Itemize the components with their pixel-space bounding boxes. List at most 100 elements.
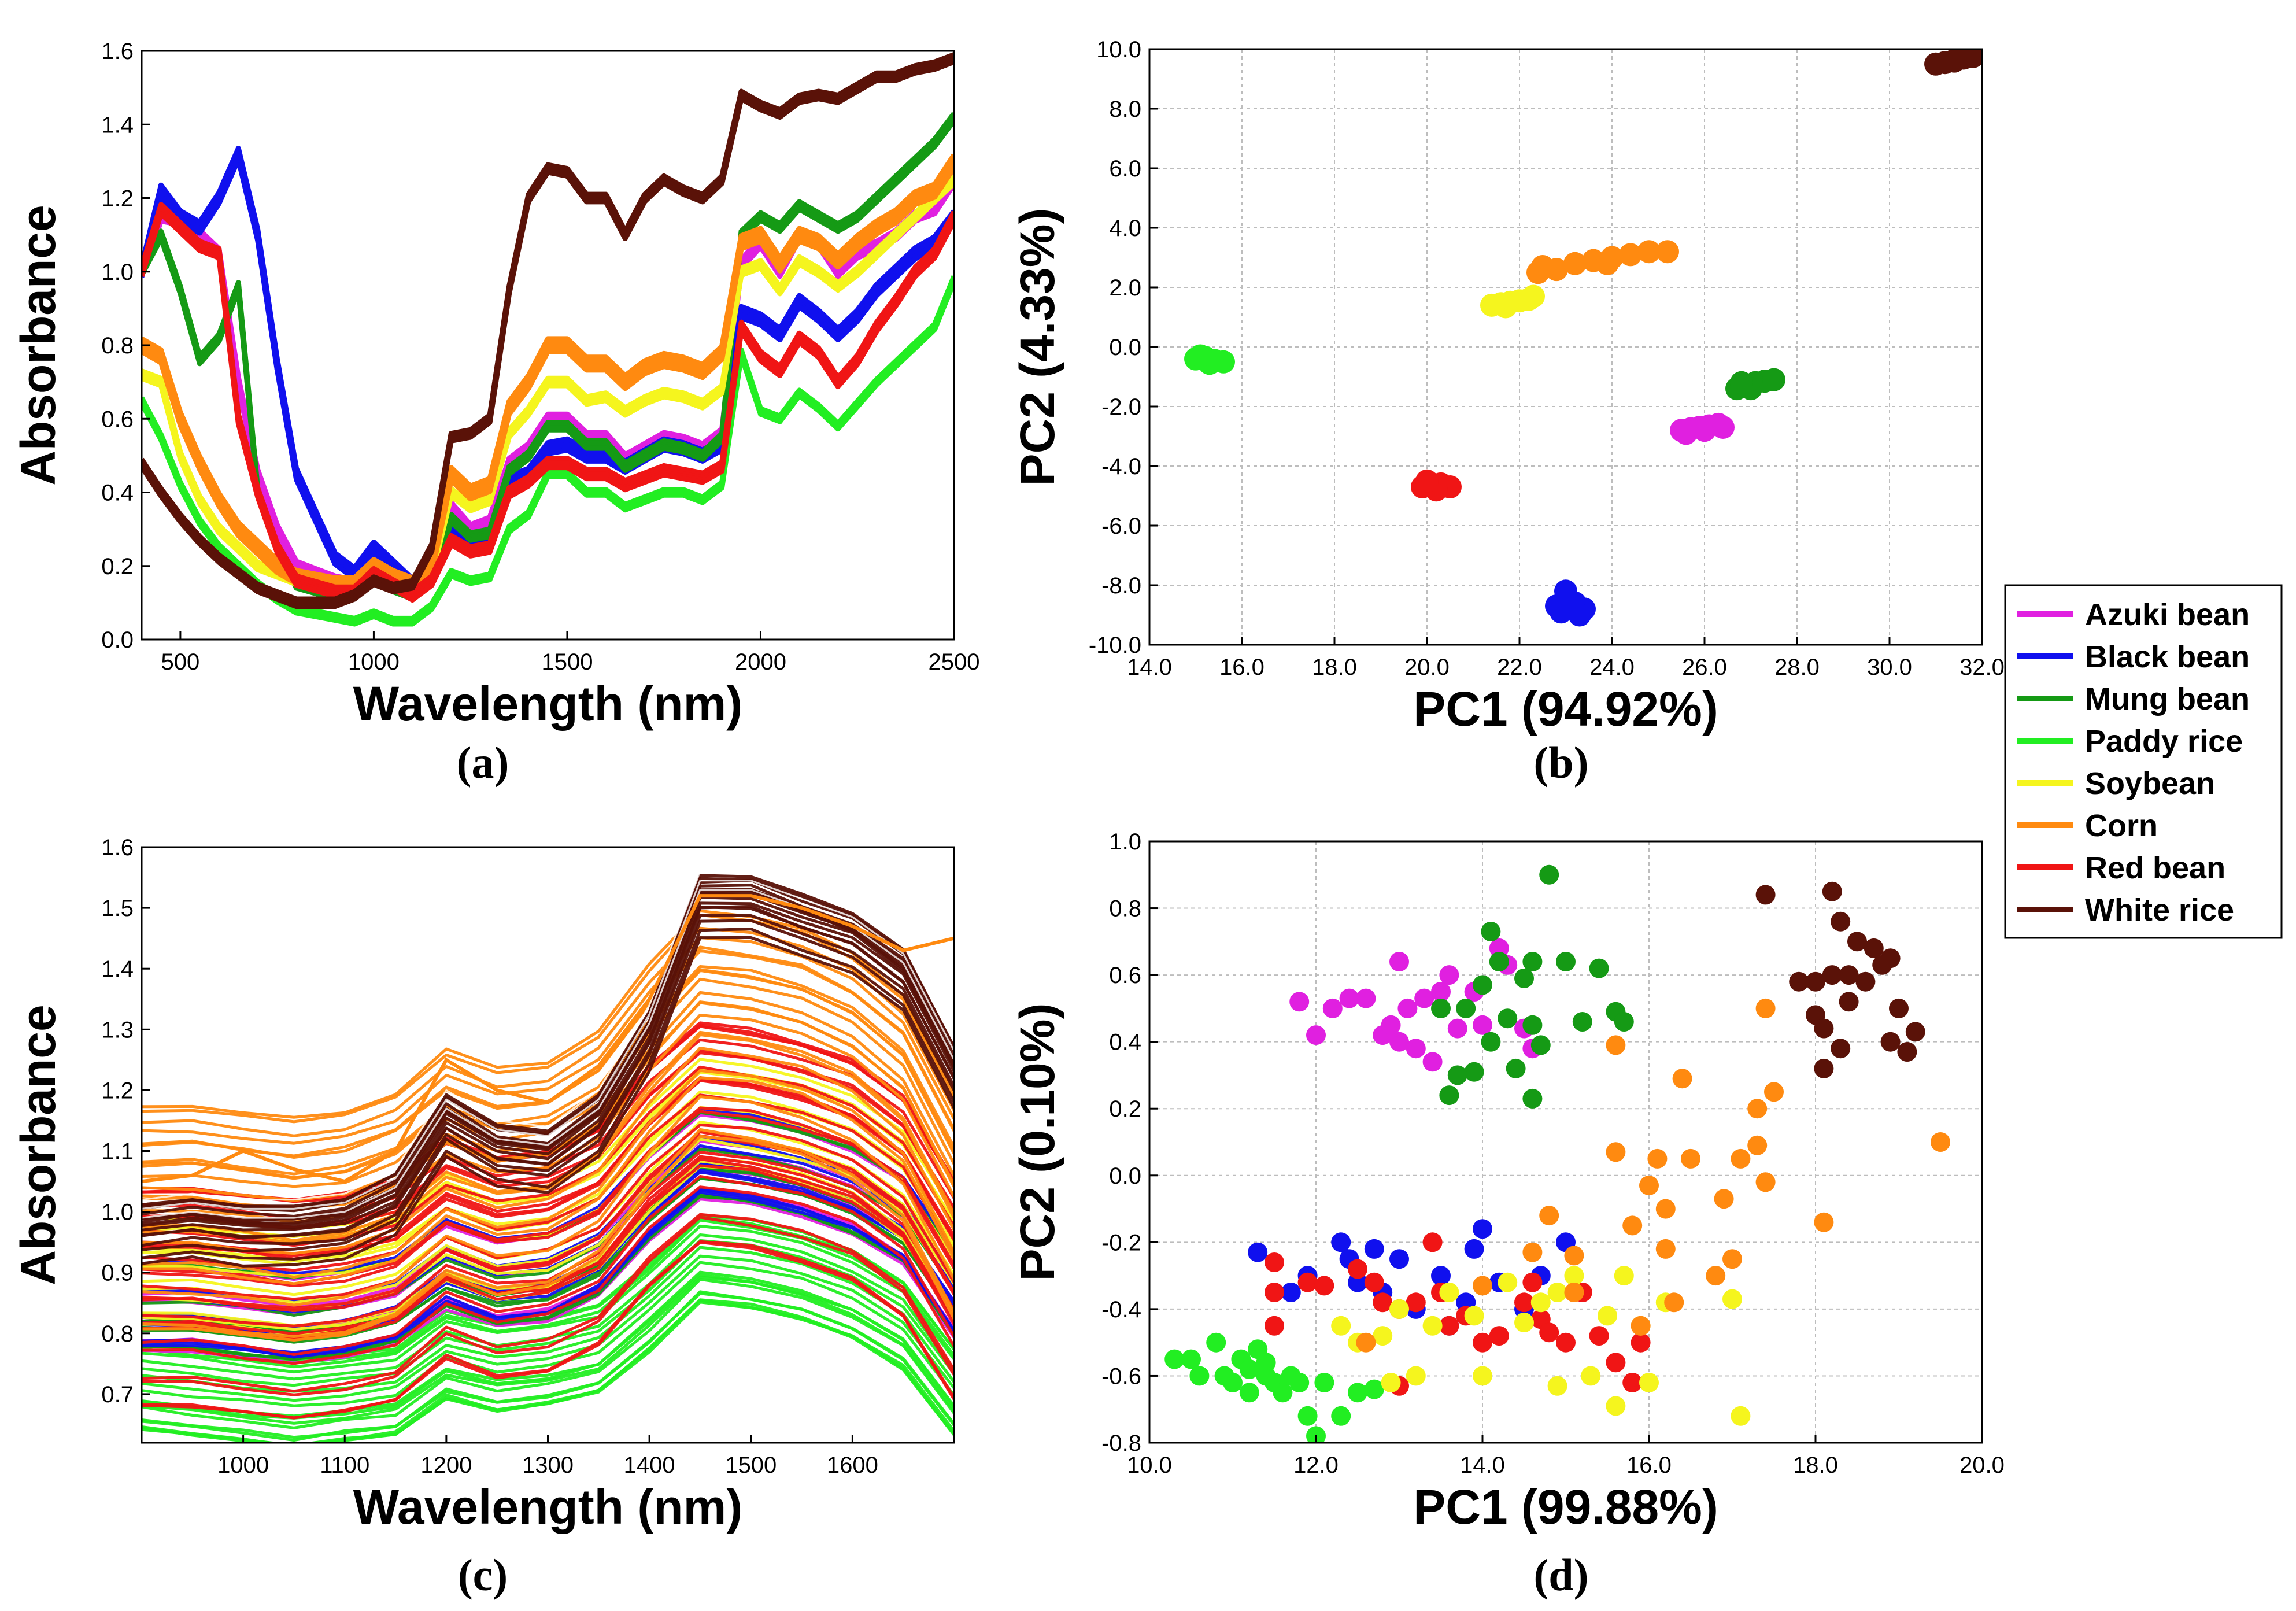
y-tick-label: 0.0 <box>1109 335 1141 360</box>
x-tick-label: 18.0 <box>1312 655 1357 680</box>
point-mung-bean <box>1498 1008 1518 1029</box>
x-tick-label: 1000 <box>217 1453 269 1478</box>
point-white-rice <box>1855 971 1876 992</box>
y-tick-label: 0.0 <box>1109 1163 1141 1189</box>
point-paddy-rice <box>1331 1406 1351 1426</box>
y-tick-label: 0.9 <box>101 1261 134 1286</box>
point-red-bean <box>1622 1373 1643 1392</box>
series-line-corn <box>142 965 954 1176</box>
point-azuki-bean <box>1422 1052 1443 1072</box>
y-tick-label: 0.4 <box>1109 1030 1141 1055</box>
panel-label: (c) <box>458 1550 508 1600</box>
point-white-rice <box>1839 965 1859 985</box>
y-tick-label: 0.2 <box>1109 1096 1141 1122</box>
point-black-bean <box>1364 1239 1384 1259</box>
plot-marks <box>142 870 954 1443</box>
panel-c: 1000 1100 1200 1300 1400 1500 1600 0.7 0.8 0.9 1.0… <box>11 835 955 1600</box>
x-tick-label: 10.0 <box>1127 1453 1172 1478</box>
x-tick-label: 16.0 <box>1219 655 1265 680</box>
x-tick-label: 32.0 <box>1959 655 2005 680</box>
point-azuki-bean <box>1381 1015 1401 1035</box>
point-soybean <box>1422 1316 1443 1336</box>
series-line-paddy-rice <box>142 1277 954 1429</box>
point-azuki-bean <box>1447 1018 1467 1039</box>
y-axis-label: Absorbance <box>11 1004 65 1285</box>
series-line-corn <box>142 936 954 1145</box>
point-red-bean <box>1297 1272 1318 1292</box>
point-paddy-rice <box>1306 1426 1326 1443</box>
point-azuki-bean <box>1674 422 1698 445</box>
legend-label-azuki-bean: Azuki bean <box>2085 597 2250 632</box>
y-tick-label: 0.4 <box>101 481 134 506</box>
point-white-rice <box>1880 948 1901 969</box>
series-line-corn <box>142 909 954 1119</box>
point-mung-bean <box>1572 1012 1592 1032</box>
point-mung-bean <box>1464 1062 1484 1082</box>
point-soybean <box>1406 1366 1426 1386</box>
series-line-white-rice <box>142 901 954 1232</box>
x-tick-label: 1600 <box>827 1453 878 1478</box>
series-line-paddy-rice <box>142 1246 954 1393</box>
panel-b: 14.0 16.0 18.0 20.0 22.0 24.0 26.0 28.0 30.0 32.0… <box>1010 37 2005 788</box>
series-highlight-white-rice <box>142 870 954 1201</box>
series-line-paddy-rice <box>142 1261 954 1407</box>
point-red-bean <box>1422 1232 1443 1252</box>
point-corn <box>1619 243 1642 267</box>
series-line-red-bean <box>142 1213 954 1393</box>
x-tick-label: 20.0 <box>1404 655 1450 680</box>
point-corn <box>1596 252 1619 275</box>
y-tick-label: 0.6 <box>101 407 134 432</box>
x-tick-label: 28.0 <box>1774 655 1820 680</box>
point-azuki-bean <box>1431 982 1451 1002</box>
point-corn <box>1564 1246 1584 1266</box>
series-line-white-rice <box>142 59 954 609</box>
plot-marks <box>142 52 954 627</box>
series-line-soybean <box>142 181 954 598</box>
point-corn <box>1356 1332 1376 1353</box>
point-red-bean <box>1364 1272 1384 1292</box>
point-corn <box>1631 1316 1651 1336</box>
series-line-white-rice <box>142 936 954 1268</box>
x-tick-label: 1000 <box>348 649 400 675</box>
point-red-bean <box>1514 1292 1534 1313</box>
point-paddy-rice <box>1314 1373 1334 1392</box>
point-black-bean <box>1554 579 1577 603</box>
point-mung-bean <box>1447 1065 1467 1085</box>
point-corn <box>1706 1266 1726 1286</box>
point-paddy-rice <box>1348 1383 1367 1403</box>
point-mung-bean <box>1489 952 1509 971</box>
legend-label-soybean: Soybean <box>2085 766 2215 801</box>
point-soybean <box>1731 1406 1751 1426</box>
y-tick-label: -10.0 <box>1089 633 1141 658</box>
point-mung-bean <box>1431 998 1451 1018</box>
point-paddy-rice <box>1206 1332 1226 1353</box>
point-mung-bean <box>1589 958 1609 978</box>
series-line-red-bean <box>142 1240 954 1420</box>
point-mung-bean <box>1530 1035 1551 1055</box>
point-paddy-rice <box>1189 1366 1210 1386</box>
y-tick-label: 0.8 <box>101 1321 134 1347</box>
panel-label: (b) <box>1533 737 1588 788</box>
legend-label-black-bean: Black bean <box>2085 640 2250 674</box>
series-line-red-bean <box>142 1093 954 1272</box>
y-tick-label: -2.0 <box>1101 394 1141 420</box>
point-azuki-bean <box>1439 965 1459 985</box>
point-soybean <box>1547 1376 1567 1396</box>
point-corn <box>1722 1249 1742 1269</box>
point-soybean <box>1564 1266 1584 1286</box>
point-azuki-bean <box>1339 988 1359 1008</box>
series-line-corn <box>142 1135 954 1342</box>
point-white-rice <box>1880 1032 1901 1052</box>
point-corn <box>1747 1099 1768 1119</box>
panel-a: 500 1000 1500 2000 2500 0.0 0.2 0.4 0.6 0.8 1.0 1.2… <box>11 39 979 788</box>
x-axis-label: PC1 (99.88%) <box>1413 1480 1718 1534</box>
y-tick-label: 1.6 <box>101 39 134 64</box>
x-tick-label: 26.0 <box>1682 655 1727 680</box>
point-azuki-bean <box>1406 1039 1426 1059</box>
plot-frame <box>1148 840 1983 1444</box>
point-red-bean <box>1606 1353 1626 1373</box>
point-soybean <box>1373 1326 1393 1346</box>
x-tick-label: 2500 <box>929 649 980 675</box>
point-corn <box>1637 240 1661 264</box>
series-line-white-rice <box>142 904 954 1238</box>
